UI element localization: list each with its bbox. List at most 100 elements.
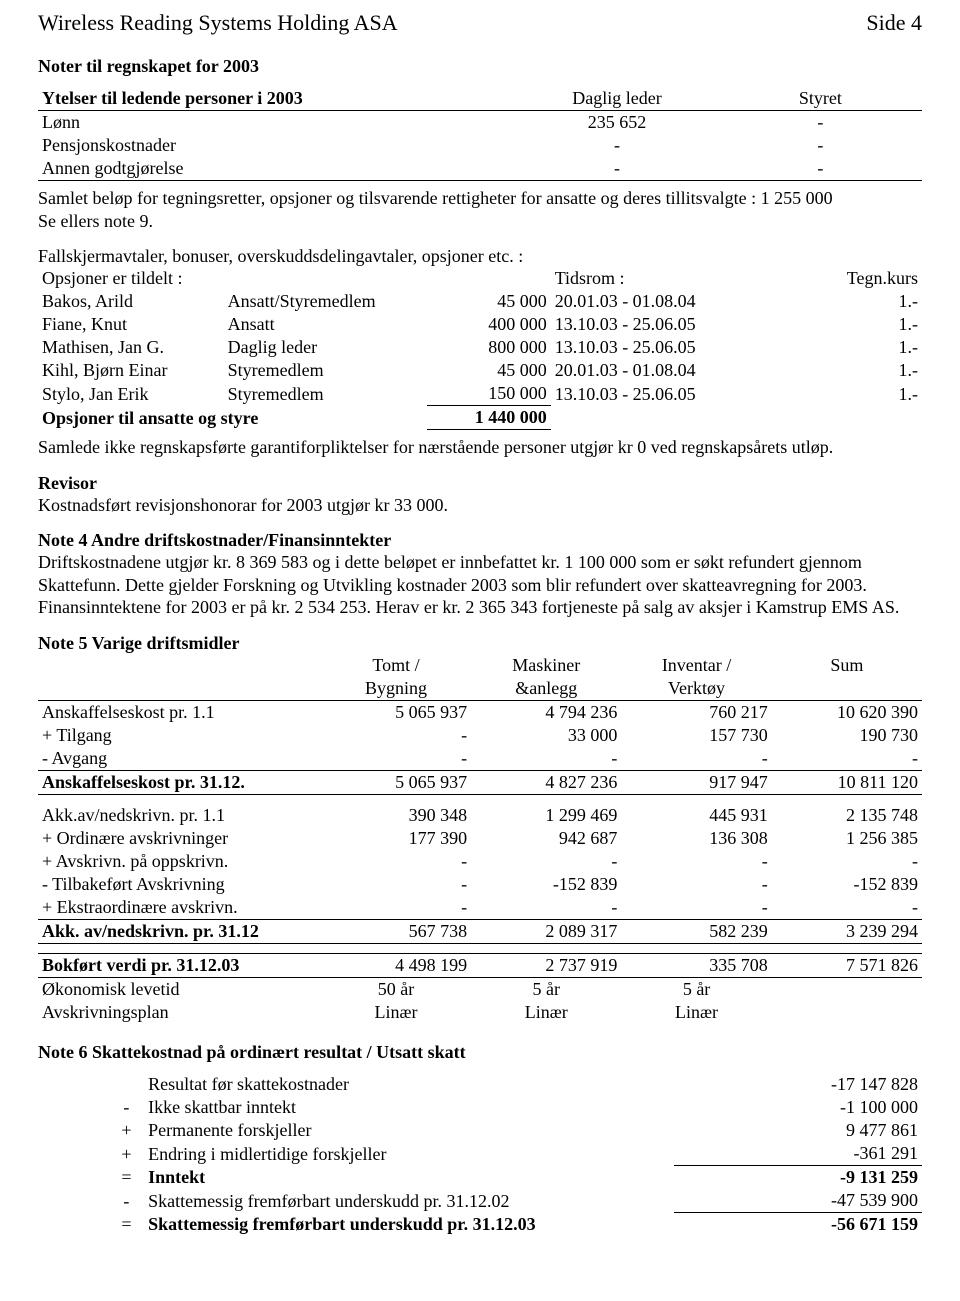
note4-title: Note 4 Andre driftskostnader/Finansinnte…	[38, 530, 922, 551]
paragraph: Samlet beløp for tegningsretter, opsjone…	[38, 187, 922, 232]
opsjon-name: Kihl, Bjørn Einar	[38, 359, 224, 382]
table-row: =Skattemessig fremførbart underskudd pr.…	[38, 1213, 922, 1237]
table-row: +Endring i midlertidige forskjeller-361 …	[38, 1142, 922, 1166]
row-value: -361 291	[674, 1142, 922, 1166]
row-value: -	[772, 850, 922, 873]
table-row: +Permanente forskjeller9 477 861	[38, 1119, 922, 1142]
row-value: 50 år	[321, 978, 471, 1002]
sum-label: Akk. av/nedskrivn. pr. 31.12	[38, 920, 321, 944]
table-row: -Ikke skattbar inntekt-1 100 000	[38, 1096, 922, 1119]
row-value: -	[719, 111, 922, 135]
row-value: 177 390	[321, 827, 471, 850]
row-value: 390 348	[321, 804, 471, 827]
table-row: Akk.av/nedskrivn. pr. 1.1390 3481 299 46…	[38, 804, 922, 827]
row-value: -	[719, 157, 922, 181]
bokfort-value: 2 737 919	[471, 954, 621, 978]
col-head: &anlegg	[471, 677, 621, 701]
sum-label: Anskaffelseskost pr. 31.12.	[38, 770, 321, 794]
row-value: -	[621, 747, 771, 771]
table-row: + Tilgang-33 000157 730190 730	[38, 724, 922, 747]
col-head: Bygning	[321, 677, 471, 701]
row-value: -	[321, 873, 471, 896]
row-value: 942 687	[471, 827, 621, 850]
note5-bokfort-row: Bokført verdi pr. 31.12.03 4 498 199 2 7…	[38, 954, 922, 978]
row-value: -	[515, 134, 718, 157]
head-tegn: Tegn.kurs	[781, 267, 922, 290]
opsjon-name: Mathisen, Jan G.	[38, 336, 224, 359]
sum-value: 2 089 317	[471, 920, 621, 944]
sum-value: 582 239	[621, 920, 771, 944]
opsjon-amount: 150 000	[427, 382, 551, 406]
row-value: -	[471, 896, 621, 920]
table-row: =Inntekt-9 131 259	[38, 1166, 922, 1190]
row-label: Anskaffelseskost pr. 1.1	[38, 700, 321, 724]
bokfort-value: 7 571 826	[772, 954, 922, 978]
row-label: Inntekt	[144, 1166, 674, 1190]
note6-title: Note 6 Skattekostnad på ordinært resulta…	[38, 1042, 922, 1063]
note5-sum1-row: Anskaffelseskost pr. 31.12. 5 065 937 4 …	[38, 770, 922, 794]
row-label: Økonomisk levetid	[38, 978, 321, 1002]
opsjon-amount: 45 000	[427, 359, 551, 382]
ytelser-title: Ytelser til ledende personer i 2003	[42, 88, 303, 108]
table-header-row: Ytelser til ledende personer i 2003 Dagl…	[38, 87, 922, 111]
row-value: 9 477 861	[674, 1119, 922, 1142]
opsjon-amount: 400 000	[427, 313, 551, 336]
table-row: Økonomisk levetid50 år5 år5 år	[38, 978, 922, 1002]
row-value: -	[719, 134, 922, 157]
opsjon-role: Ansatt	[224, 313, 427, 336]
col-head: Maskiner	[471, 654, 621, 677]
row-value: -47 539 900	[674, 1189, 922, 1213]
row-value: -	[772, 896, 922, 920]
opsjon-price: 1.-	[781, 382, 922, 406]
opsjon-name: Bakos, Arild	[38, 290, 224, 313]
row-value: -56 671 159	[674, 1213, 922, 1237]
row-prefix: =	[109, 1213, 144, 1237]
row-value: -152 839	[772, 873, 922, 896]
ytelser-table: Ytelser til ledende personer i 2003 Dagl…	[38, 87, 922, 181]
row-label: + Avskrivn. på oppskrivn.	[38, 850, 321, 873]
table-row: Bakos, ArildAnsatt/Styremedlem45 00020.0…	[38, 290, 922, 313]
opsjoner-table: Opsjoner er tildelt : Tidsrom : Tegn.kur…	[38, 267, 922, 430]
table-row: AvskrivningsplanLinærLinærLinær	[38, 1001, 922, 1024]
paragraph: Samlede ikke regnskapsførte garantiforpl…	[38, 436, 922, 459]
row-value: 2 135 748	[772, 804, 922, 827]
opsjon-period: 20.01.03 - 01.08.04	[551, 290, 781, 313]
sum-value: 4 827 236	[471, 770, 621, 794]
row-value: 445 931	[621, 804, 771, 827]
table-row: Fiane, KnutAnsatt400 00013.10.03 - 25.06…	[38, 313, 922, 336]
row-label: + Ekstraordinære avskrivn.	[38, 896, 321, 920]
page-number: Side 4	[866, 10, 922, 36]
opsjon-amount: 800 000	[427, 336, 551, 359]
row-value: 5 065 937	[321, 700, 471, 724]
row-label: Endring i midlertidige forskjeller	[144, 1142, 674, 1166]
table-row: - Tilbakeført Avskrivning--152 839--152 …	[38, 873, 922, 896]
opsjon-period: 13.10.03 - 25.06.05	[551, 336, 781, 359]
opsjon-period: 20.01.03 - 01.08.04	[551, 359, 781, 382]
col-head: Tomt /	[321, 654, 471, 677]
opsjon-role: Daglig leder	[224, 336, 427, 359]
opsjon-price: 1.-	[781, 336, 922, 359]
row-value: 136 308	[621, 827, 771, 850]
revisor-title: Revisor	[38, 473, 922, 494]
col-daglig-leder: Daglig leder	[515, 87, 718, 111]
row-value	[772, 978, 922, 1002]
paragraph: Fallskjermavtaler, bonuser, overskuddsde…	[38, 246, 922, 267]
row-label: - Avgang	[38, 747, 321, 771]
table-row: Pensjonskostnader - -	[38, 134, 922, 157]
row-value: -	[621, 873, 771, 896]
row-label: Skattemessig fremførbart underskudd pr. …	[144, 1213, 674, 1237]
total-value: 1 440 000	[427, 406, 551, 430]
row-value: Linær	[471, 1001, 621, 1024]
sum-value: 917 947	[621, 770, 771, 794]
note5-sum2-row: Akk. av/nedskrivn. pr. 31.12 567 738 2 0…	[38, 920, 922, 944]
row-label: Akk.av/nedskrivn. pr. 1.1	[38, 804, 321, 827]
opsjon-role: Styremedlem	[224, 382, 427, 406]
table-row: Resultat før skattekostnader-17 147 828	[38, 1073, 922, 1096]
row-value: -	[621, 896, 771, 920]
row-value	[772, 1001, 922, 1024]
col-head: Inventar /	[621, 654, 771, 677]
row-value: -	[321, 896, 471, 920]
row-value: Linær	[321, 1001, 471, 1024]
opsjon-period: 13.10.03 - 25.06.05	[551, 382, 781, 406]
row-prefix: -	[109, 1096, 144, 1119]
